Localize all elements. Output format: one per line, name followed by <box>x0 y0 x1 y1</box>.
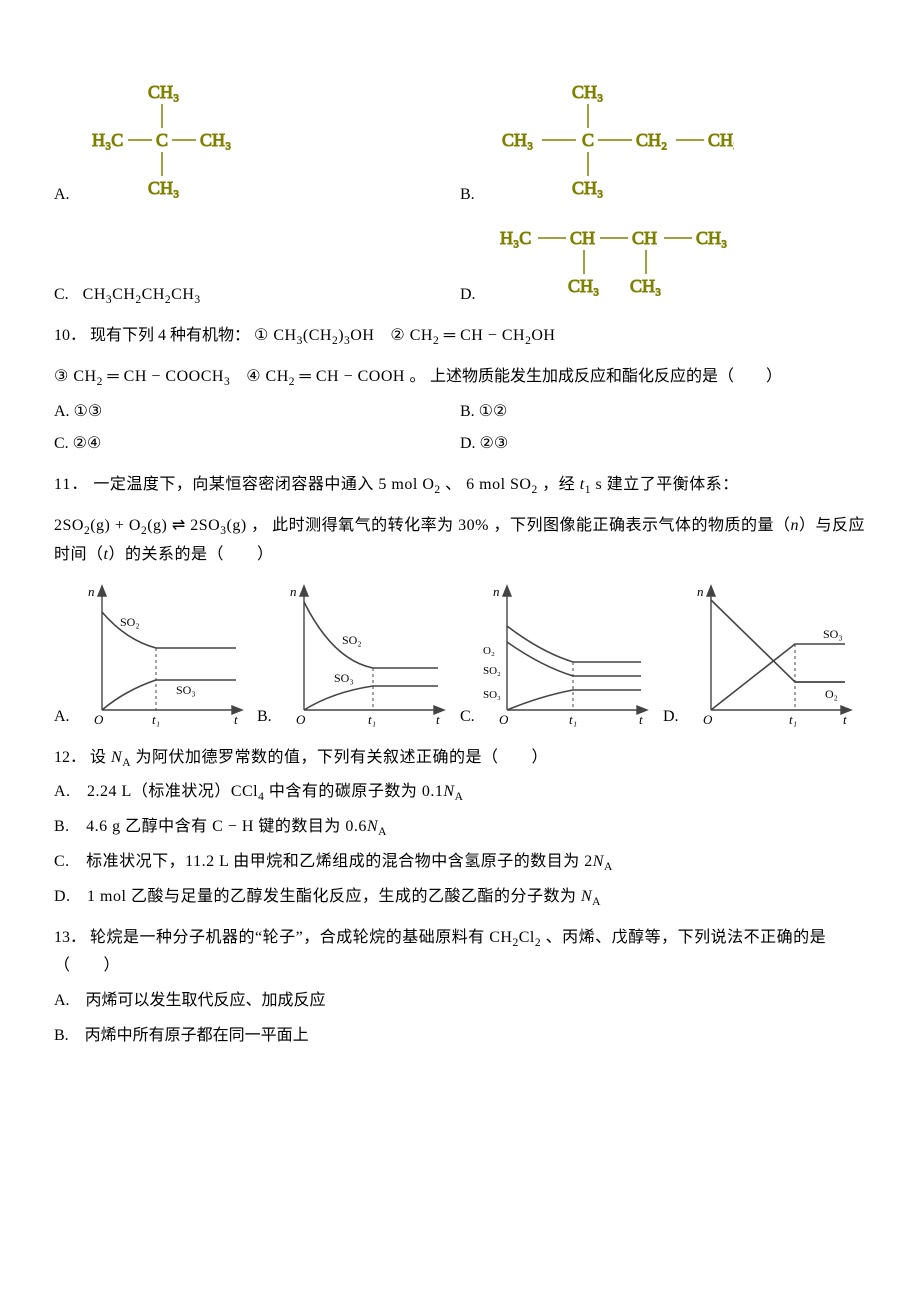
q9-opt-a: A. CH₃ H₃C C CH₃ CH₃ <box>54 80 460 210</box>
q10-item1: ① CH3(CH2)3OH <box>254 327 374 344</box>
q10-item2: ② CH2 ═ CH − CH2OH <box>390 327 555 344</box>
q10-opt-b: B. ①② <box>460 398 866 427</box>
q10-opt-d: D. ②③ <box>460 430 866 459</box>
struct-b-r2: CH₃ <box>708 130 734 150</box>
struct-d-c1: CH <box>570 228 595 248</box>
q10-stem-line2: ③ CH2 ═ CH − COOCH3 ④ CH2 ═ CH − COOH 。 … <box>54 363 866 392</box>
q10-stem-line1: 10． 现有下列 4 种有机物： ① CH3(CH2)3OH ② CH2 ═ C… <box>54 322 866 351</box>
q9-row2: C. CH3CH2CH2CH3 D. H₃C CH CH CH₃ CH₃ <box>54 220 866 310</box>
svg-text:SO₃: SO₃ <box>176 683 196 697</box>
q12-opt-b: B. 4.6 g 乙醇中含有 C − H 键的数目为 0.6NA <box>54 813 866 842</box>
q9-b-structure: CH₃ CH₃ C CH₂ CH₃ CH₃ <box>494 80 734 210</box>
svg-text:t: t <box>436 712 440 727</box>
q9-c-formula: CH3CH2CH2CH3 <box>83 286 201 303</box>
svg-text:SO₃: SO₃ <box>334 671 354 685</box>
struct-d-r1: CH₃ <box>696 228 727 248</box>
svg-text:SO₂: SO₂ <box>120 615 140 629</box>
q9-d-label: D. <box>460 281 490 310</box>
svg-text:t: t <box>843 712 847 727</box>
q10-item3: ③ CH2 ═ CH − COOCH3 <box>54 368 230 385</box>
q11-gl-c: C. <box>460 703 475 732</box>
svg-text:t₁: t₁ <box>368 712 376 727</box>
q9-opt-c: C. CH3CH2CH2CH3 <box>54 281 460 310</box>
svg-text:n: n <box>493 584 500 599</box>
q9-opt-b: B. CH₃ CH₃ C CH₂ CH₃ CH₃ <box>460 80 866 210</box>
q12-stem: 12． 设 NA 为阿伏加德罗常数的值，下列有关叙述正确的是（ ） <box>54 744 866 773</box>
q11-eq-line: 2SO2(g) + O2(g) ⇌ 2SO3(g) ， 此时测得氧气的转化率为 … <box>54 512 866 570</box>
q10-stem-prefix: 现有下列 4 种有机物： <box>90 327 250 344</box>
q9-d-structure: H₃C CH CH CH₃ CH₃ CH₃ <box>494 220 754 310</box>
q11-gl-b: B. <box>257 703 272 732</box>
q10-tail: 上述物质能发生加成反应和酯化反应的是（ ） <box>430 368 782 385</box>
q9-opt-d: D. H₃C CH CH CH₃ CH₃ CH₃ <box>460 220 866 310</box>
struct-d-b2: CH₃ <box>630 276 661 296</box>
q11-graph-a: A. n O t₁ t <box>54 582 257 732</box>
struct-a-bottom: CH₃ <box>148 178 179 198</box>
q12-opt-a: A. 2.24 L（标准状况）CCl4 中含有的碳原子数为 0.1NA <box>54 778 866 807</box>
struct-b-left: CH₃ <box>502 130 533 150</box>
svg-text:O₂: O₂ <box>825 687 838 701</box>
q9-row1: A. CH₃ H₃C C CH₃ CH₃ <box>54 80 866 210</box>
struct-a-top: CH₃ <box>148 82 179 102</box>
q12-stem-text: 设 NA 为阿伏加德罗常数的值，下列有关叙述正确的是（ ） <box>90 749 548 766</box>
q9-a-label: A. <box>54 181 84 210</box>
svg-text:t₁: t₁ <box>152 712 160 727</box>
q12-opt-d: D. 1 mol 乙酸与足量的乙醇发生酯化反应，生成的乙酸乙酯的分子数为 NA <box>54 883 866 912</box>
struct-b-bottom: CH₃ <box>572 178 603 198</box>
q9-c-label: C. <box>54 286 69 303</box>
q10-opt-c: C. ②④ <box>54 430 460 459</box>
q12-opt-c: C. 标准状况下，11.2 L 由甲烷和乙烯组成的混合物中含氢原子的数目为 2N… <box>54 848 866 877</box>
q11-gl-a: A. <box>54 703 70 732</box>
q10-options: A. ①③ B. ①② C. ②④ D. ②③ <box>54 398 866 460</box>
svg-text:t: t <box>234 712 238 727</box>
struct-b-top: CH₃ <box>572 82 603 102</box>
q11-graph-b: B. n O t₁ t <box>257 582 460 732</box>
svg-text:O: O <box>94 712 104 727</box>
struct-a-mid: C <box>156 130 168 150</box>
q9-b-label: B. <box>460 181 490 210</box>
svg-text:t₁: t₁ <box>569 712 577 727</box>
q11-graphs: A. n O t₁ t <box>54 582 866 732</box>
svg-text:SO₂: SO₂ <box>483 665 501 677</box>
q11-eq: 2SO2(g) + O2(g) ⇌ 2SO3(g) ， <box>54 517 268 534</box>
q13-number: 13． <box>54 929 86 946</box>
q13-stem-text: 轮烷是一种分子机器的“轮子”，合成轮烷的基础原料有 CH2Cl2 、丙烯、戊醇等… <box>54 929 826 975</box>
q11-graph-c: C. n O t₁ t <box>460 582 663 732</box>
svg-text:n: n <box>88 584 95 599</box>
svg-text:O₂: O₂ <box>483 645 495 657</box>
struct-d-c2: CH <box>632 228 657 248</box>
q10-item4: ④ CH2 ═ CH − COOH 。 <box>246 368 426 385</box>
svg-text:t: t <box>639 712 643 727</box>
q13-stem: 13． 轮烷是一种分子机器的“轮子”，合成轮烷的基础原料有 CH2Cl2 、丙烯… <box>54 924 866 982</box>
struct-b-r1: CH₂ <box>636 130 667 150</box>
q12-number: 12． <box>54 749 86 766</box>
struct-d-l1: H₃C <box>500 228 531 248</box>
q13-options: A. 丙烯可以发生取代反应、加成反应 B. 丙烯中所有原子都在同一平面上 <box>54 987 866 1051</box>
q10-opt-a: A. ①③ <box>54 398 460 427</box>
q11-gl-d: D. <box>663 703 679 732</box>
q13-opt-a: A. 丙烯可以发生取代反应、加成反应 <box>54 987 866 1016</box>
q11-number: 11． <box>54 476 88 493</box>
svg-text:O: O <box>703 712 713 727</box>
svg-text:O: O <box>499 712 509 727</box>
q11-stem1-text: 一定温度下，向某恒容密闭容器中通入 5 mol O2 、 6 mol SO2 ，… <box>93 476 738 493</box>
q10-number: 10． <box>54 327 86 344</box>
svg-text:SO₃: SO₃ <box>483 689 501 701</box>
struct-b-mid: C <box>582 130 594 150</box>
svg-text:n: n <box>290 584 297 599</box>
svg-text:n: n <box>697 584 704 599</box>
q12-options: A. 2.24 L（标准状况）CCl4 中含有的碳原子数为 0.1NA B. 4… <box>54 778 866 911</box>
q11-graph-d: D. n O <box>663 582 866 732</box>
q9-a-structure: CH₃ H₃C C CH₃ CH₃ <box>88 80 238 210</box>
struct-a-right: CH₃ <box>200 130 231 150</box>
q11-stem1: 11． 一定温度下，向某恒容密闭容器中通入 5 mol O2 、 6 mol S… <box>54 471 866 500</box>
q13-opt-b: B. 丙烯中所有原子都在同一平面上 <box>54 1022 866 1051</box>
svg-text:t₁: t₁ <box>789 712 797 727</box>
svg-text:O: O <box>296 712 306 727</box>
struct-d-b1: CH₃ <box>568 276 599 296</box>
svg-text:SO₂: SO₂ <box>342 633 362 647</box>
struct-a-left: H₃C <box>92 130 123 150</box>
svg-text:SO₃: SO₃ <box>823 627 843 641</box>
